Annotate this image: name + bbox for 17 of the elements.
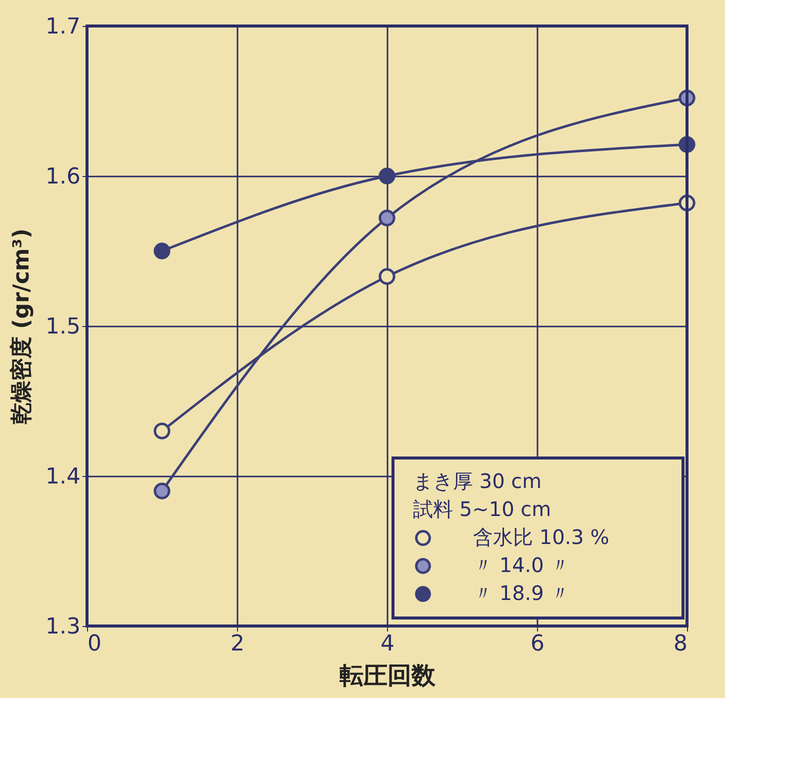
y-axis-title: 乾燥密度 (gr/cm³)	[8, 228, 35, 425]
x-tick-label: 0	[88, 632, 102, 656]
x-tick-label: 6	[530, 632, 544, 656]
annotation: 試料 5~10 cm	[413, 497, 552, 521]
y-tick-label: 1.5	[46, 314, 80, 340]
y-tick-label: 1.7	[46, 14, 80, 40]
x-tick-label: 4	[380, 632, 394, 656]
legend-label: 〃 14.0 〃	[473, 553, 570, 577]
x-tick-label: 2	[230, 632, 244, 656]
y-tick-label: 1.4	[46, 464, 80, 490]
y-tick-label: 1.3	[46, 614, 80, 640]
legend-label: 〃 18.9 〃	[473, 581, 570, 605]
x-tick-label: 8	[674, 632, 688, 656]
legend-label: 含水比 10.3 %	[473, 525, 610, 549]
y-tick-label: 1.6	[46, 164, 80, 190]
annotation: まき厚 30 cm	[413, 469, 542, 493]
x-axis-title: 転圧回数	[340, 662, 436, 690]
